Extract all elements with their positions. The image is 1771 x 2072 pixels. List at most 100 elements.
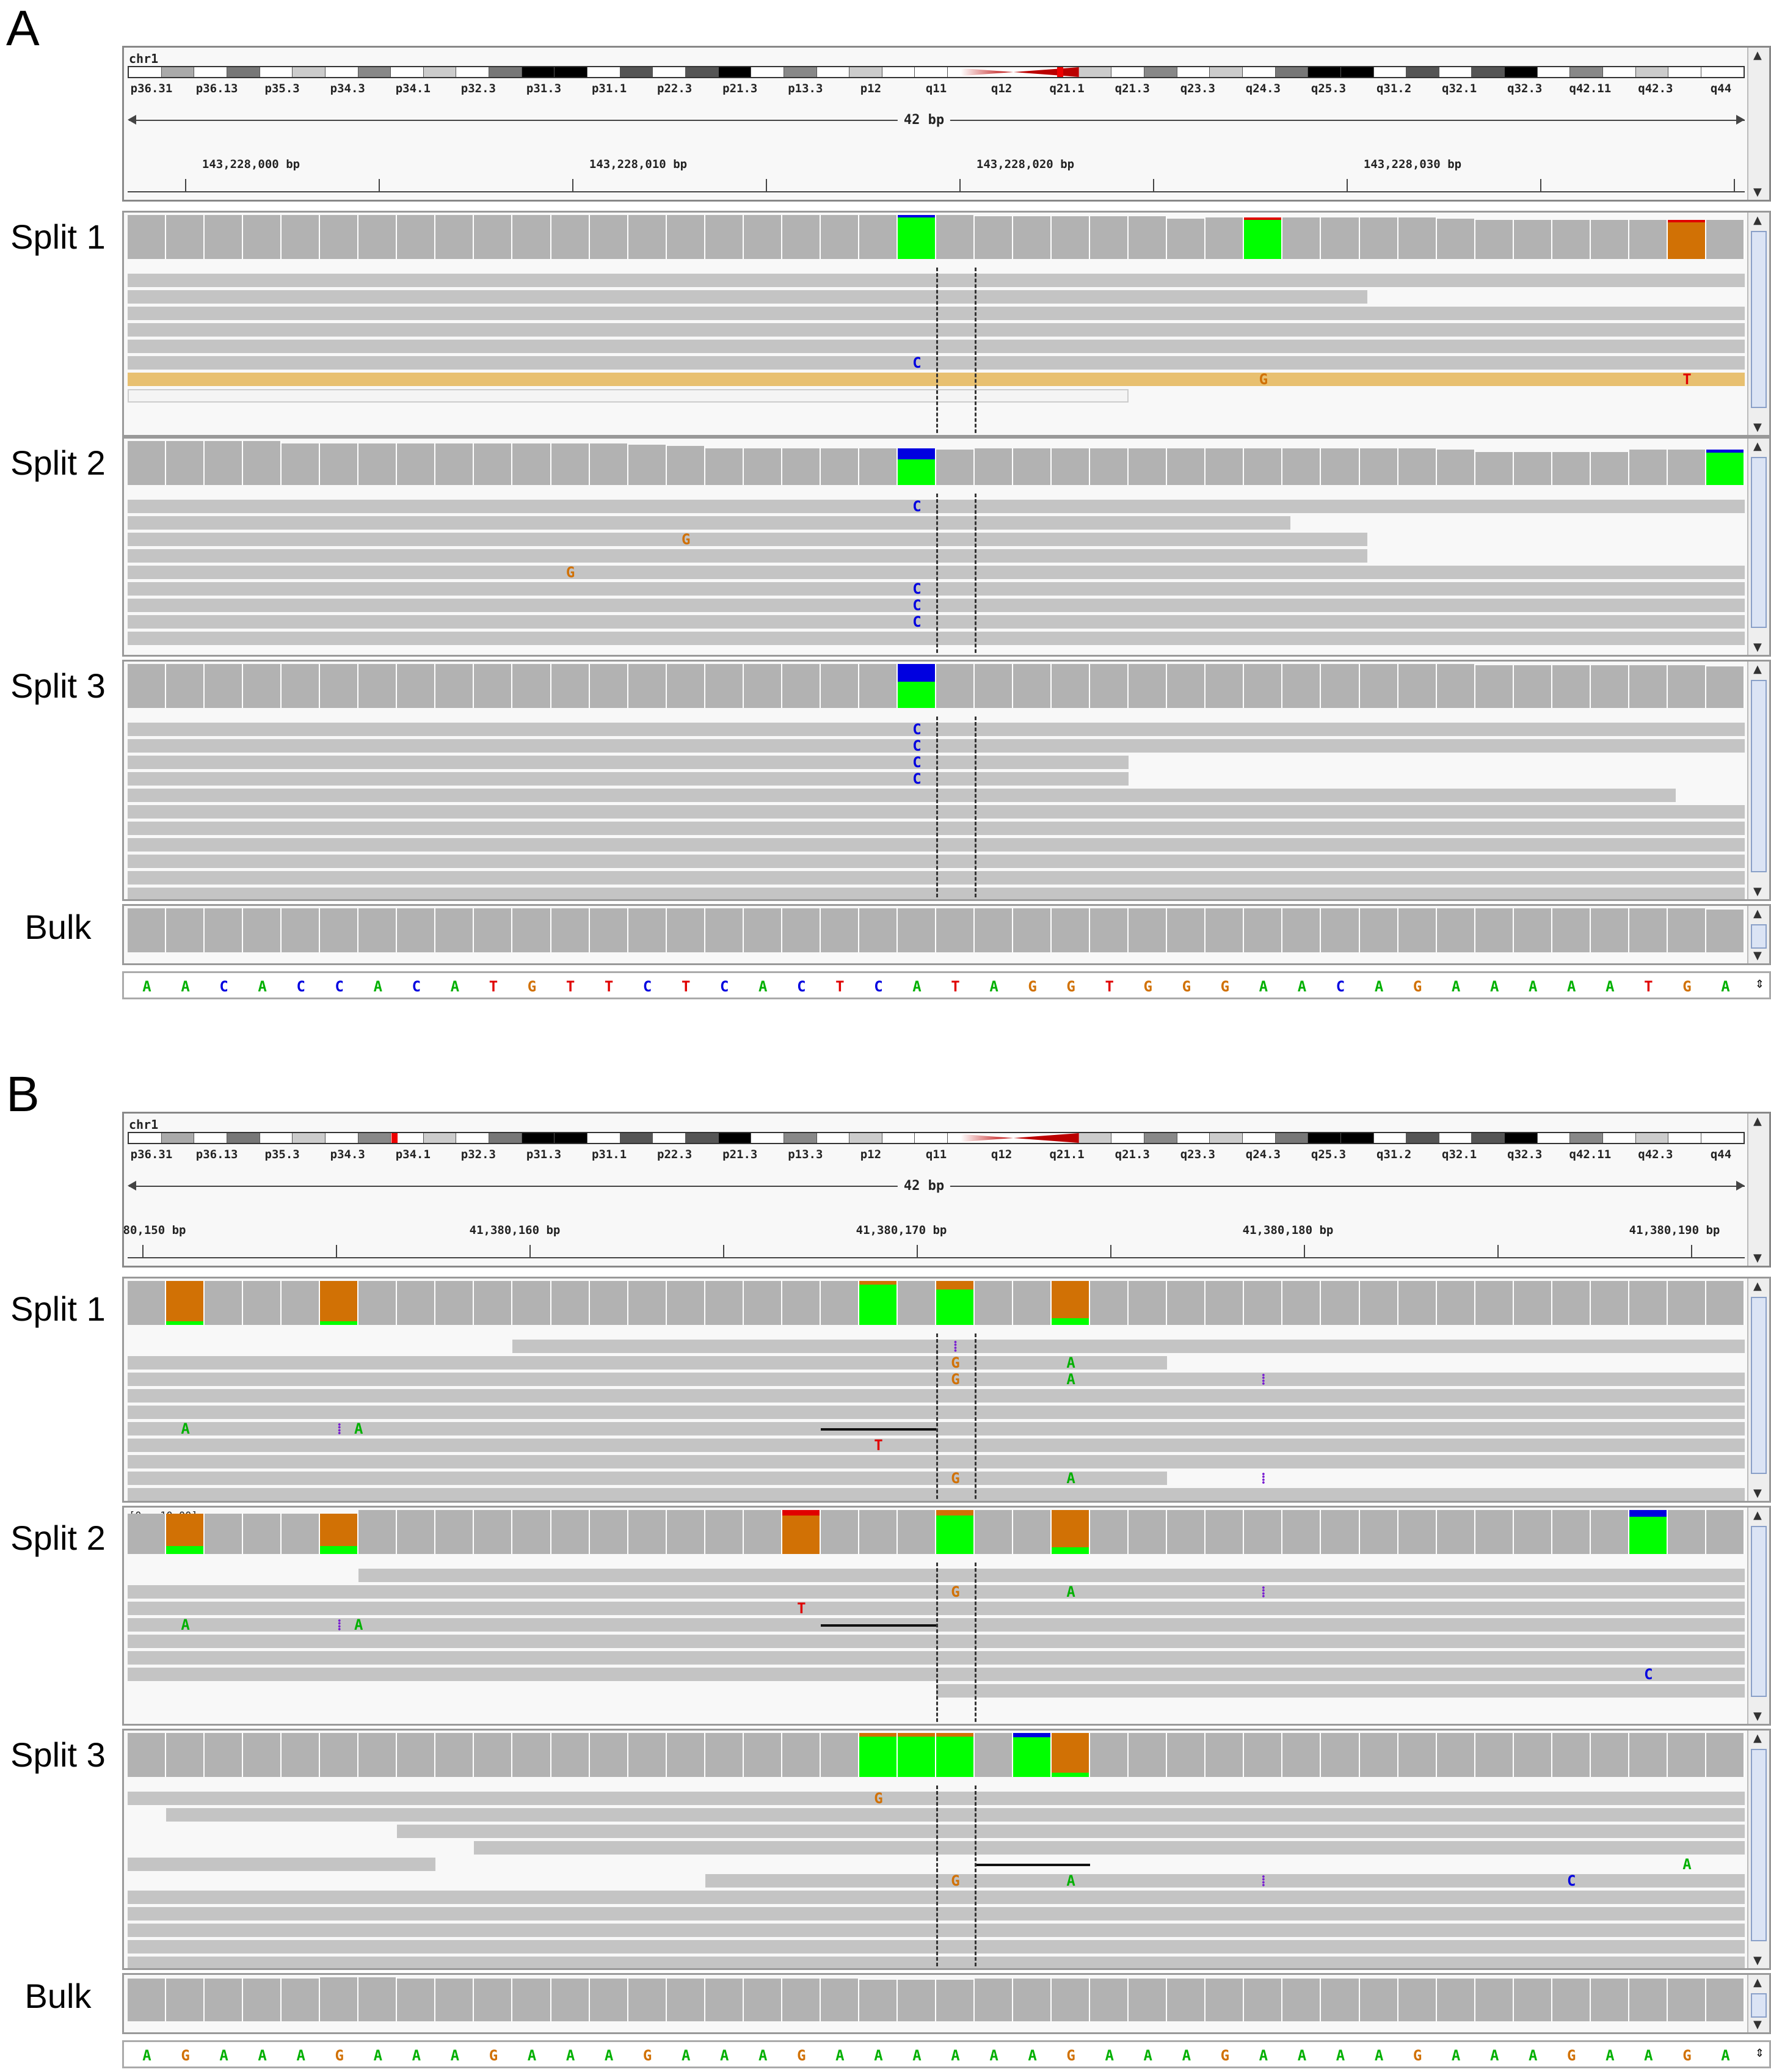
coverage-bar[interactable] [1398,1979,1437,2021]
scroll-down-icon[interactable]: ▼ [1753,1710,1762,1723]
sequencing-read[interactable] [128,756,1129,769]
soft-read[interactable] [128,389,1129,403]
coverage-bar[interactable] [243,664,282,708]
coverage-bar[interactable] [551,1733,590,1777]
coverage-bar[interactable] [705,215,744,259]
coverage-bar[interactable] [1244,1979,1283,2021]
coverage-bar[interactable] [282,1281,321,1325]
coverage-bar[interactable] [1629,1733,1668,1777]
coverage-bar[interactable] [1206,217,1245,259]
sequencing-read[interactable] [166,1808,1745,1822]
coverage-bar[interactable] [282,443,321,485]
scroll-down-icon[interactable]: ▼ [1753,1954,1762,1967]
scroll-down-icon[interactable]: ▼ [1753,641,1762,654]
coverage-bar[interactable] [128,1979,167,2021]
coverage-bar[interactable] [1436,450,1475,485]
scroll-up-icon[interactable]: ▲ [1753,1509,1762,1522]
coverage-bar[interactable] [628,1510,667,1554]
scroll-thumb[interactable] [1751,1993,1767,2018]
chromosome-ideogram[interactable] [128,66,1745,78]
coverage-bar[interactable] [1321,1979,1360,2021]
coverage-bar[interactable] [589,664,628,708]
coverage-bar[interactable] [1398,1510,1437,1554]
coverage-bar[interactable] [1244,1510,1283,1554]
coverage-bar[interactable] [474,1281,513,1325]
coverage-bar[interactable] [205,215,244,259]
coverage-bar-variant[interactable] [1052,1510,1091,1554]
coverage-bar[interactable] [205,1514,244,1554]
coverage-bar[interactable] [1244,1733,1283,1777]
coverage-bar[interactable] [1629,1281,1668,1325]
scroll-up-icon[interactable]: ▲ [1753,1115,1762,1128]
coverage-bar[interactable] [1321,1281,1360,1325]
sequencing-read[interactable] [128,1472,1168,1485]
coverage-bar[interactable] [743,448,782,485]
coverage-bar[interactable] [1667,450,1706,485]
coverage-bar[interactable] [282,215,321,259]
coverage-bar[interactable] [1013,216,1052,259]
coverage-bar[interactable] [782,1733,821,1777]
coverage-bar[interactable] [936,215,975,259]
coverage-bar[interactable] [1206,1979,1245,2021]
coverage-bar[interactable] [1167,448,1206,485]
sequencing-read[interactable] [512,1340,1745,1353]
coverage-bar[interactable] [1090,1733,1129,1777]
coverage-bar[interactable] [1129,664,1168,708]
coverage-bar[interactable] [1513,665,1552,708]
coverage-bar[interactable] [205,441,244,485]
coverage-bar-variant[interactable] [936,1733,975,1777]
coverage-bar-variant[interactable] [936,1510,975,1554]
coverage-bar[interactable] [205,1733,244,1777]
coverage-bar[interactable] [1513,908,1552,952]
coverage-bar[interactable] [1667,1979,1706,2021]
coverage-bar[interactable] [1244,1281,1283,1325]
coverage-bar[interactable] [1090,216,1129,259]
coverage-bar[interactable] [743,215,782,259]
coverage-bar[interactable] [1552,665,1591,708]
coverage-bar[interactable] [1359,1733,1398,1777]
sequencing-read[interactable] [474,1841,1745,1855]
coverage-bar[interactable] [1513,1281,1552,1325]
coverage-bar[interactable] [1090,908,1129,952]
coverage-bar[interactable] [397,215,436,259]
coverage-bar[interactable] [1706,220,1745,259]
coverage-bar[interactable] [1282,1510,1322,1554]
coverage-bar[interactable] [1129,448,1168,485]
sequencing-read[interactable] [705,1874,1745,1888]
coverage-bar[interactable] [205,1281,244,1325]
coverage-bar[interactable] [1667,665,1706,708]
coverage-bar[interactable] [666,664,705,708]
coverage-bar-variant[interactable] [320,1281,359,1325]
coverage-bar[interactable] [1398,1733,1437,1777]
coverage-bar[interactable] [1282,448,1322,485]
coverage-bar[interactable] [936,908,975,952]
coverage-bar[interactable] [243,215,282,259]
coverage-bar[interactable] [1629,908,1668,952]
coverage-bar[interactable] [551,908,590,952]
coverage-bar[interactable] [512,664,551,708]
coverage-bar[interactable] [128,441,167,485]
coverage-bar[interactable] [435,1979,475,2021]
coverage-bar[interactable] [1090,1510,1129,1554]
scroll-down-icon[interactable]: ▼ [1753,186,1762,199]
coverage-bar[interactable] [1129,908,1168,952]
sequencing-read[interactable] [128,1858,436,1871]
coverage-bar[interactable] [1282,908,1322,952]
coverage-bar[interactable] [859,908,898,952]
coverage-bar[interactable] [975,448,1014,485]
coverage-bar[interactable] [1359,1979,1398,2021]
coverage-bar[interactable] [320,908,359,952]
coverage-bar[interactable] [743,1979,782,2021]
coverage-bar[interactable] [435,443,475,485]
coverage-bar[interactable] [859,1980,898,2021]
coverage-bar[interactable] [705,1281,744,1325]
scroll-up-icon[interactable]: ▲ [1753,1280,1762,1293]
coverage-bar[interactable] [1090,664,1129,708]
coverage-bar[interactable] [1359,1510,1398,1554]
coverage-bar[interactable] [975,1281,1014,1325]
vertical-scrollbar[interactable]: ▲ ▼ [1747,1114,1769,1266]
coverage-bar[interactable] [282,664,321,708]
coverage-bar[interactable] [743,664,782,708]
coverage-bar[interactable] [897,908,936,952]
coverage-bar[interactable] [166,1979,205,2021]
